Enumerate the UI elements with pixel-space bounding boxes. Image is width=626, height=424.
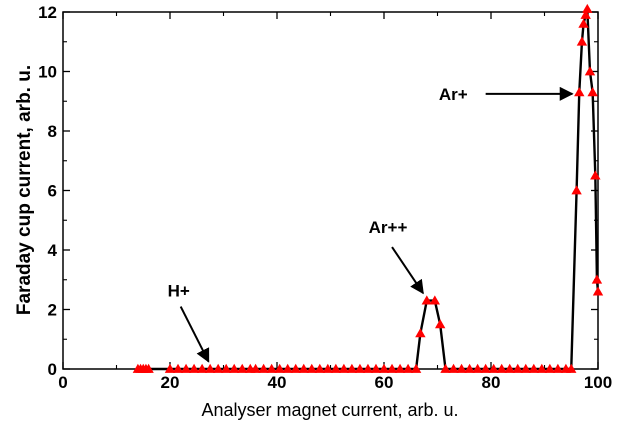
x-tick-label: 100 <box>584 373 612 392</box>
data-point <box>266 363 277 373</box>
plot-frame <box>62 11 599 370</box>
data-point <box>394 363 406 373</box>
data-point <box>196 363 208 373</box>
data-point <box>434 319 446 329</box>
data-point <box>258 363 269 373</box>
data-point <box>378 363 390 373</box>
y-tick-label: 8 <box>48 122 57 141</box>
data-point <box>204 363 216 373</box>
y-tick-labels: 0 2 4 6 8 10 12 <box>38 3 57 379</box>
data-point <box>188 363 200 373</box>
data-point <box>464 363 475 373</box>
annotations: H+ Ar++ Ar+ <box>168 85 574 363</box>
data-point <box>386 363 398 373</box>
data-point <box>229 363 240 373</box>
data-point <box>566 363 577 373</box>
data-point <box>592 286 604 296</box>
data-point <box>306 363 317 373</box>
data-point <box>180 363 192 373</box>
annotation-arrow <box>391 246 424 295</box>
data-point <box>212 363 224 373</box>
data-point <box>584 66 596 76</box>
data-point <box>274 363 285 373</box>
y-tick-label: 6 <box>48 182 57 201</box>
data-point <box>578 18 589 28</box>
annotation-label: Ar+ <box>439 85 468 104</box>
annotation-label: Ar++ <box>369 218 408 237</box>
data-point <box>576 36 588 46</box>
annotation-label: H+ <box>168 282 190 301</box>
x-tick-label: 40 <box>268 373 287 392</box>
data-point <box>456 363 467 373</box>
x-axis-title: Analyser magnet current, arb. u. <box>201 400 458 420</box>
data-point <box>143 363 154 373</box>
data-point <box>421 295 432 305</box>
data-point <box>472 363 483 373</box>
data-point <box>298 363 309 373</box>
data-point <box>574 87 585 97</box>
data-point <box>448 363 459 373</box>
data-point <box>582 3 593 13</box>
x-tick-label: 20 <box>161 373 180 392</box>
x-tick-label: 0 <box>58 373 67 392</box>
data-point <box>571 185 582 195</box>
data-point <box>237 363 248 373</box>
data-point <box>590 170 601 180</box>
data-point <box>370 363 382 373</box>
data-point <box>480 363 491 373</box>
data-point <box>250 363 261 373</box>
data-point <box>220 363 232 373</box>
data-point <box>536 363 548 373</box>
data-point <box>346 363 358 373</box>
data-point <box>429 295 441 305</box>
x-ticks <box>62 12 599 369</box>
data-point <box>410 363 422 373</box>
series-markers <box>132 3 604 373</box>
data-point <box>282 363 293 373</box>
data-point <box>362 363 374 373</box>
series-line <box>137 7 600 371</box>
y-tick-label: 4 <box>48 241 58 260</box>
data-point <box>504 363 515 373</box>
data-point <box>322 363 334 373</box>
data-point <box>580 9 591 19</box>
data-point <box>164 363 176 373</box>
x-tick-labels: 0 20 40 60 80 100 <box>58 373 612 392</box>
data-point <box>587 87 598 97</box>
data-point <box>544 363 556 373</box>
data-point <box>415 328 426 338</box>
data-point <box>528 363 539 373</box>
y-tick-label: 0 <box>48 360 57 379</box>
y-ticks <box>63 11 598 370</box>
y-tick-label: 12 <box>38 3 57 22</box>
data-point <box>488 363 499 373</box>
data-point <box>314 363 325 373</box>
x-tick-label: 80 <box>482 373 501 392</box>
data-point <box>290 363 301 373</box>
y-axis-title: Faraday cup current, arb. u. <box>14 65 35 315</box>
data-point <box>520 363 531 373</box>
data-point <box>330 363 342 373</box>
data-point <box>402 363 414 373</box>
data-point <box>591 274 603 284</box>
y-tick-label: 10 <box>38 63 57 82</box>
data-point <box>172 363 184 373</box>
y-tick-label: 2 <box>48 301 57 320</box>
data-point <box>512 363 523 373</box>
data-point <box>496 363 507 373</box>
data-point <box>440 363 451 373</box>
data-point <box>354 363 366 373</box>
series-lines <box>137 7 600 371</box>
annotation-arrow <box>179 306 210 363</box>
data-point <box>552 363 564 373</box>
x-tick-label: 60 <box>375 373 394 392</box>
data-point <box>338 363 350 373</box>
